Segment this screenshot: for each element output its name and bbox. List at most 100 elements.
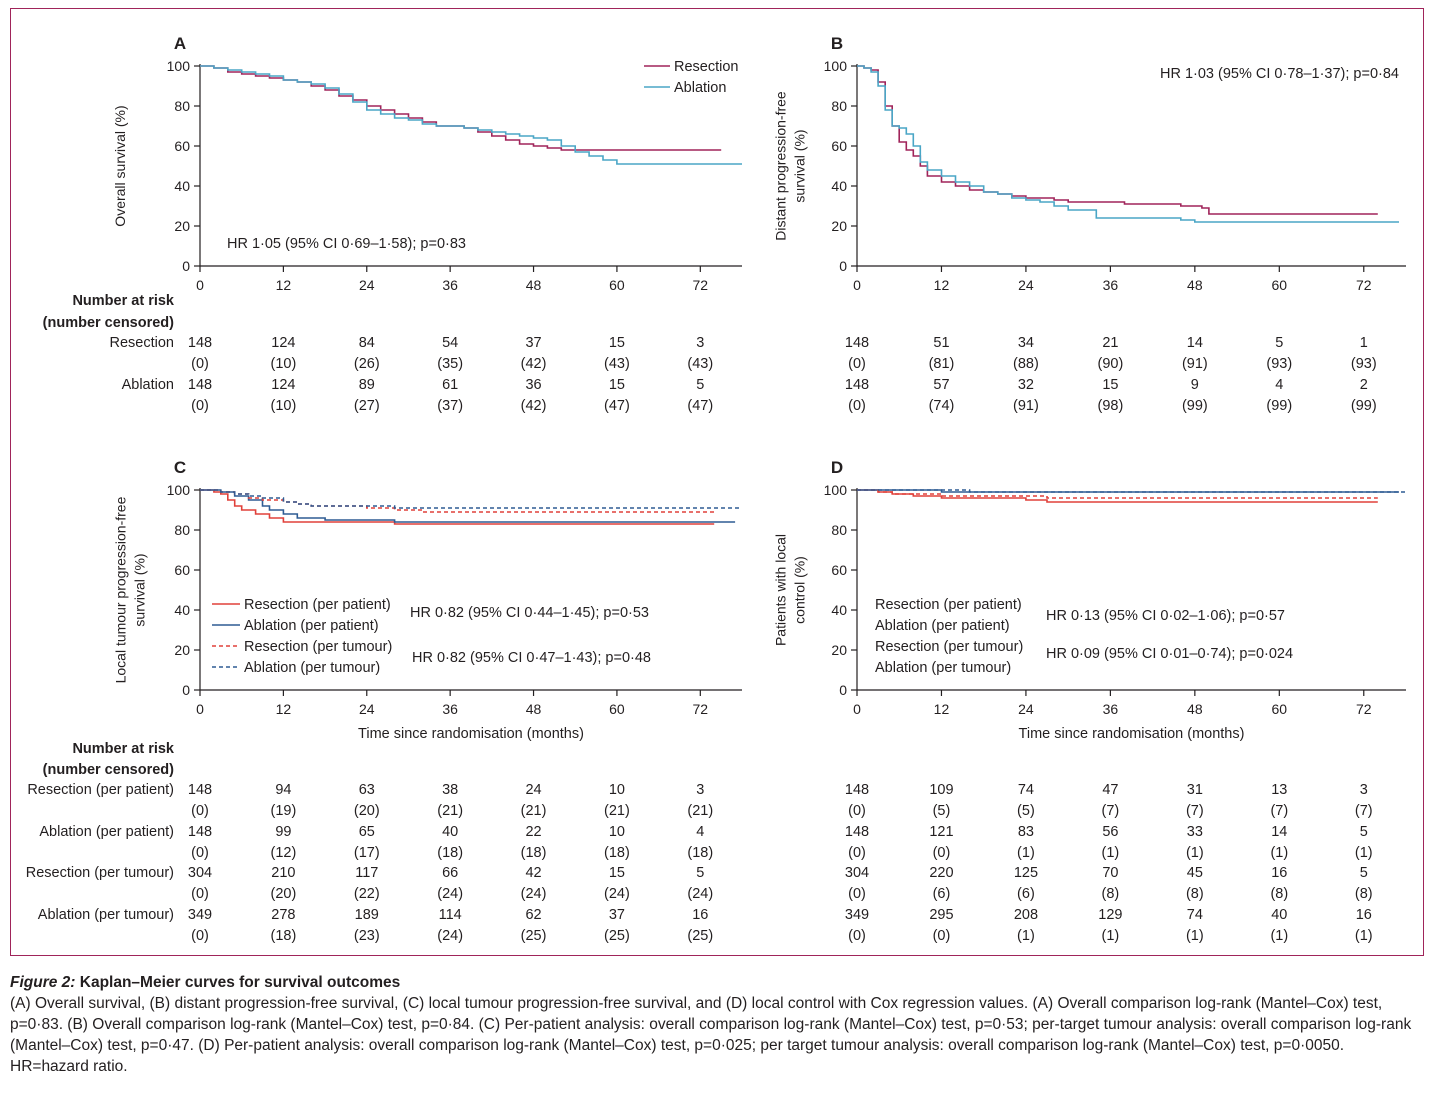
- risk-at-risk-a: 89: [359, 377, 375, 393]
- risk-censored-c: (24): [604, 886, 630, 902]
- y-tick-label-c: 100: [167, 482, 191, 498]
- risk-table-header: Number at risk: [72, 293, 174, 309]
- y-tick-label-d: 80: [831, 522, 847, 538]
- y-tick-label-a: 40: [174, 178, 190, 194]
- risk-censored-c: (0): [191, 845, 209, 861]
- risk-at-risk-a: 15: [609, 335, 625, 351]
- x-tick-label-d: 72: [1356, 701, 1372, 717]
- risk-censored-c: (21): [437, 803, 463, 819]
- risk-censored-d: (1): [1186, 845, 1204, 861]
- hr-annotation-d: HR 0·09 (95% CI 0·01–0·74); p=0·024: [1046, 646, 1293, 662]
- y-tick-label-b: 100: [824, 58, 848, 74]
- risk-at-risk-c: 24: [525, 782, 541, 798]
- risk-censored-d: (0): [848, 928, 866, 944]
- risk-at-risk-a: 84: [359, 335, 375, 351]
- risk-at-risk-d: 109: [929, 782, 953, 798]
- y-tick-label-d: 40: [831, 602, 847, 618]
- risk-at-risk-d: 74: [1018, 782, 1034, 798]
- legend-label-c: Ablation (per patient): [244, 618, 379, 634]
- risk-table-header: (number censored): [43, 762, 174, 778]
- x-tick-label-a: 60: [609, 277, 625, 293]
- x-tick-label-b: 48: [1187, 277, 1203, 293]
- risk-at-risk-d: 121: [929, 824, 953, 840]
- legend-label-c: Resection (per tumour): [244, 639, 392, 655]
- legend-label-d: Resection (per tumour): [875, 639, 1023, 655]
- risk-censored-a: (43): [687, 356, 713, 372]
- risk-at-risk-b: 1: [1360, 335, 1368, 351]
- risk-censored-a: (0): [191, 356, 209, 372]
- risk-censored-c: (24): [687, 886, 713, 902]
- risk-at-risk-d: 5: [1360, 824, 1368, 840]
- risk-at-risk-c: 210: [271, 865, 295, 881]
- risk-censored-b: (98): [1097, 398, 1123, 414]
- caption-title: Kaplan–Meier curves for survival outcome…: [75, 974, 401, 991]
- risk-at-risk-d: 220: [929, 865, 953, 881]
- x-tick-label-c: 48: [526, 701, 542, 717]
- risk-censored-c: (25): [604, 928, 630, 944]
- risk-at-risk-c: 189: [355, 907, 379, 923]
- risk-censored-d: (7): [1102, 803, 1120, 819]
- risk-censored-d: (7): [1186, 803, 1204, 819]
- risk-at-risk-c: 148: [188, 782, 212, 798]
- risk-at-risk-a: 124: [271, 335, 295, 351]
- risk-censored-d: (7): [1355, 803, 1373, 819]
- risk-row-label-c: Ablation (per patient): [39, 824, 174, 840]
- risk-censored-c: (24): [437, 928, 463, 944]
- x-tick-label-c: 0: [196, 701, 204, 717]
- risk-censored-d: (1): [1102, 928, 1120, 944]
- risk-at-risk-d: 40: [1271, 907, 1287, 923]
- risk-at-risk-a: 61: [442, 377, 458, 393]
- x-tick-label-b: 60: [1272, 277, 1288, 293]
- x-axis-title-c: Time since randomisation (months): [358, 726, 584, 742]
- risk-censored-c: (24): [521, 886, 547, 902]
- x-tick-label-b: 0: [853, 277, 861, 293]
- risk-at-risk-c: 40: [442, 824, 458, 840]
- risk-censored-c: (24): [437, 886, 463, 902]
- risk-at-risk-d: 45: [1187, 865, 1203, 881]
- risk-table-header: (number censored): [43, 315, 174, 331]
- risk-censored-d: (8): [1270, 886, 1288, 902]
- x-tick-label-b: 24: [1018, 277, 1034, 293]
- risk-censored-b: (99): [1182, 398, 1208, 414]
- risk-censored-c: (18): [521, 845, 547, 861]
- panel-label-c: C: [174, 458, 186, 477]
- series-line-c-ablation-per-patient: [200, 489, 736, 523]
- risk-at-risk-d: 148: [845, 782, 869, 798]
- y-tick-label-c: 40: [174, 602, 190, 618]
- risk-censored-b: (91): [1182, 356, 1208, 372]
- risk-at-risk-d: 349: [845, 907, 869, 923]
- risk-at-risk-c: 16: [692, 907, 708, 923]
- risk-row-label-a: Resection: [110, 335, 174, 351]
- risk-censored-d: (8): [1102, 886, 1120, 902]
- hr-annotation-c: HR 0·82 (95% CI 0·47–1·43); p=0·48: [412, 650, 651, 666]
- x-tick-label-b: 12: [934, 277, 950, 293]
- x-tick-label-d: 48: [1187, 701, 1203, 717]
- risk-censored-c: (0): [191, 886, 209, 902]
- risk-at-risk-c: 148: [188, 824, 212, 840]
- risk-at-risk-c: 10: [609, 824, 625, 840]
- risk-censored-d: (7): [1270, 803, 1288, 819]
- risk-at-risk-c: 66: [442, 865, 458, 881]
- legend-label-d: Ablation (per patient): [875, 618, 1010, 634]
- risk-at-risk-c: 5: [696, 865, 704, 881]
- risk-censored-c: (0): [191, 928, 209, 944]
- risk-censored-b: (81): [929, 356, 955, 372]
- x-tick-label-a: 48: [526, 277, 542, 293]
- risk-at-risk-c: 10: [609, 782, 625, 798]
- risk-censored-a: (47): [604, 398, 630, 414]
- risk-at-risk-d: 56: [1102, 824, 1118, 840]
- y-tick-label-b: 60: [831, 138, 847, 154]
- risk-censored-d: (5): [1017, 803, 1035, 819]
- y-axis-title-a: Overall survival (%): [112, 105, 128, 226]
- risk-at-risk-c: 94: [275, 782, 291, 798]
- x-tick-label-a: 36: [442, 277, 458, 293]
- risk-row-label-c: Resection (per tumour): [26, 865, 174, 881]
- risk-table-header: Number at risk: [72, 741, 174, 757]
- risk-censored-c: (25): [687, 928, 713, 944]
- series-line-d-resection-per-tumour: [857, 489, 1378, 499]
- hr-annotation-a: HR 1·05 (95% CI 0·69–1·58); p=0·83: [227, 236, 466, 252]
- hr-annotation-b: HR 1·03 (95% CI 0·78–1·37); p=0·84: [1160, 66, 1399, 82]
- risk-censored-d: (1): [1355, 928, 1373, 944]
- risk-at-risk-a: 5: [696, 377, 704, 393]
